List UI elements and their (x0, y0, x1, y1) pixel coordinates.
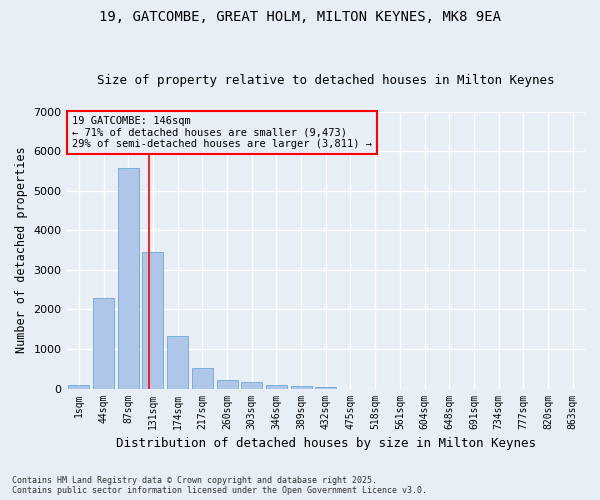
X-axis label: Distribution of detached houses by size in Milton Keynes: Distribution of detached houses by size … (116, 437, 536, 450)
Bar (118, 168, 139, 388)
Text: Contains HM Land Registry data © Crown copyright and database right 2025.
Contai: Contains HM Land Registry data © Crown c… (12, 476, 427, 495)
Bar (167, 336, 188, 388)
Bar (93, 298, 114, 388)
Text: 19, GATCOMBE, GREAT HOLM, MILTON KEYNES, MK8 9EA: 19, GATCOMBE, GREAT HOLM, MILTON KEYNES,… (99, 10, 501, 24)
Bar (217, 380, 238, 388)
Bar (142, 252, 163, 388)
Bar (290, 386, 311, 388)
Bar (68, 386, 89, 388)
Title: Size of property relative to detached houses in Milton Keynes: Size of property relative to detached ho… (97, 74, 554, 87)
Text: 19 GATCOMBE: 146sqm
← 71% of detached houses are smaller (9,473)
29% of semi-det: 19 GATCOMBE: 146sqm ← 71% of detached ho… (72, 116, 372, 149)
Y-axis label: Number of detached properties: Number of detached properties (15, 147, 28, 354)
Bar (241, 382, 262, 388)
Bar (266, 384, 287, 388)
Bar (192, 368, 213, 388)
